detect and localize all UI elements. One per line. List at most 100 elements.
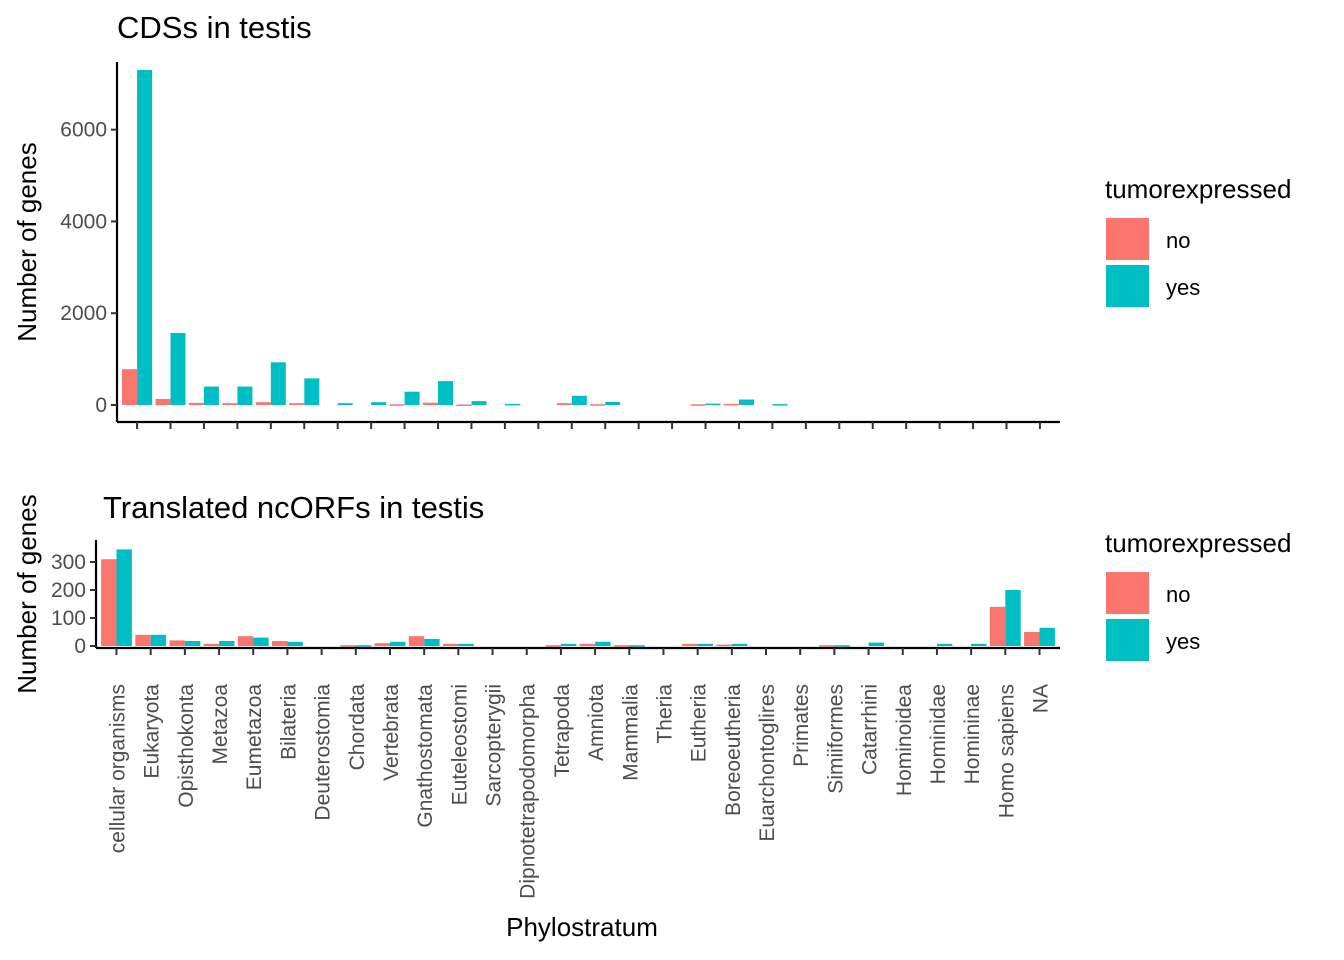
bar-yes-14 <box>605 402 621 405</box>
bar-no-4 <box>237 636 254 646</box>
bar-yes-4 <box>270 362 286 405</box>
x-tick-label: Opisthokonta <box>175 684 198 808</box>
x-tick-label: Euarchontoglires <box>756 684 779 842</box>
bar-no-3 <box>203 643 220 646</box>
bar-yes-2 <box>184 641 201 646</box>
bar-no-8 <box>389 404 405 406</box>
legend-key-no <box>1106 218 1149 260</box>
bar-no-9 <box>423 402 438 405</box>
bar-yes-13 <box>571 395 587 405</box>
bar-yes-21 <box>834 645 850 647</box>
bar-yes-8 <box>390 641 406 646</box>
bar-no-13 <box>545 645 561 647</box>
bar-no-2 <box>169 640 185 646</box>
bar-yes-18 <box>739 399 754 405</box>
legend-key-yes <box>1106 265 1149 307</box>
bar-yes-22 <box>868 642 884 646</box>
bar-yes-3 <box>219 641 235 646</box>
bar-yes-10 <box>471 401 487 405</box>
bar-yes-7 <box>371 402 387 405</box>
y-axis-label: Number of genes <box>12 494 42 693</box>
x-tick-label: Eumetazoa <box>243 684 266 791</box>
x-tick-label: Eutheria <box>688 684 711 763</box>
bar-yes-26 <box>1005 590 1021 646</box>
bar-yes-1 <box>150 634 167 646</box>
bar-no-10 <box>443 643 459 646</box>
bar-yes-18 <box>731 643 748 646</box>
bar-yes-6 <box>337 403 353 405</box>
bar-no-10 <box>456 404 472 406</box>
x-tick-label: Tetrapoda <box>551 684 574 778</box>
bar-yes-2 <box>203 386 219 405</box>
bar-no-18 <box>723 403 739 406</box>
legend-title: tumorexpressed <box>1105 528 1291 558</box>
y-tick-label: 0 <box>74 635 86 658</box>
bar-no-0 <box>122 369 137 405</box>
bar-yes-7 <box>355 645 372 647</box>
x-tick-label: Homo sapiens <box>995 684 1018 818</box>
x-tick-label: Eukaryota <box>141 684 164 779</box>
x-tick-label: NA <box>1030 684 1053 713</box>
bar-yes-24 <box>936 643 953 646</box>
x-tick-label: Gnathostomata <box>414 684 437 828</box>
bar-no-18 <box>716 644 732 647</box>
x-tick-label: Vertebrata <box>380 684 403 781</box>
y-tick-label: 2000 <box>60 302 107 325</box>
bar-no-2 <box>188 402 204 405</box>
bar-no-5 <box>272 641 288 646</box>
bar-yes-13 <box>560 643 577 646</box>
bar-yes-15 <box>629 645 645 647</box>
x-tick-label: Hominidae <box>927 684 950 784</box>
bar-yes-11 <box>504 403 520 406</box>
x-tick-label: Hominoidea <box>893 684 916 796</box>
bar-no-5 <box>289 403 305 405</box>
bar-no-1 <box>135 634 151 646</box>
bar-yes-3 <box>237 386 253 405</box>
x-tick-label: Boreoeutheria <box>722 684 745 816</box>
y-tick-label: 4000 <box>60 210 107 233</box>
x-tick-label: cellular organisms <box>107 684 130 853</box>
legend-key-yes <box>1106 619 1149 661</box>
legend-label-yes: yes <box>1166 629 1200 654</box>
x-tick-label: Theria <box>654 684 677 744</box>
bar-no-4 <box>255 402 271 405</box>
bar-no-13 <box>556 403 572 405</box>
bar-no-8 <box>374 643 390 646</box>
x-tick-label: Mammalia <box>619 684 642 781</box>
y-tick-label: 0 <box>95 394 107 417</box>
x-tick-label: Metazoa <box>209 684 232 765</box>
y-axis-label: Number of genes <box>12 142 42 341</box>
chart-title: Translated ncORFs in testis <box>103 490 484 525</box>
bar-no-27 <box>1024 632 1040 646</box>
x-tick-label: Homininae <box>961 684 984 784</box>
bar-yes-14 <box>595 641 611 646</box>
bar-yes-17 <box>705 403 721 406</box>
bar-yes-9 <box>438 381 453 405</box>
bar-yes-0 <box>116 549 132 646</box>
bar-no-1 <box>155 399 171 405</box>
x-tick-label: Chordata <box>346 684 369 771</box>
y-tick-label: 200 <box>51 579 86 602</box>
legend-title: tumorexpressed <box>1105 174 1291 204</box>
bar-yes-10 <box>458 643 474 646</box>
legend-label-yes: yes <box>1166 275 1200 300</box>
bar-yes-25 <box>971 643 987 646</box>
bar-no-3 <box>222 403 238 405</box>
bar-no-14 <box>579 643 596 646</box>
legend-label-no: no <box>1166 582 1190 607</box>
bar-yes-8 <box>404 391 420 405</box>
bar-yes-4 <box>253 637 269 646</box>
bar-no-7 <box>340 645 356 647</box>
y-tick-label: 6000 <box>60 119 107 142</box>
x-axis-label: Phylostratum <box>506 912 658 942</box>
bar-yes-17 <box>697 643 713 646</box>
bar-yes-27 <box>1039 627 1055 646</box>
legend-key-no <box>1106 572 1149 614</box>
bar-yes-0 <box>137 70 153 405</box>
x-tick-label: Catarrhini <box>859 684 882 775</box>
legend-label-no: no <box>1166 228 1190 253</box>
bar-yes-5 <box>287 641 303 646</box>
bar-no-14 <box>590 404 606 406</box>
x-tick-label: Bilateria <box>277 684 300 760</box>
